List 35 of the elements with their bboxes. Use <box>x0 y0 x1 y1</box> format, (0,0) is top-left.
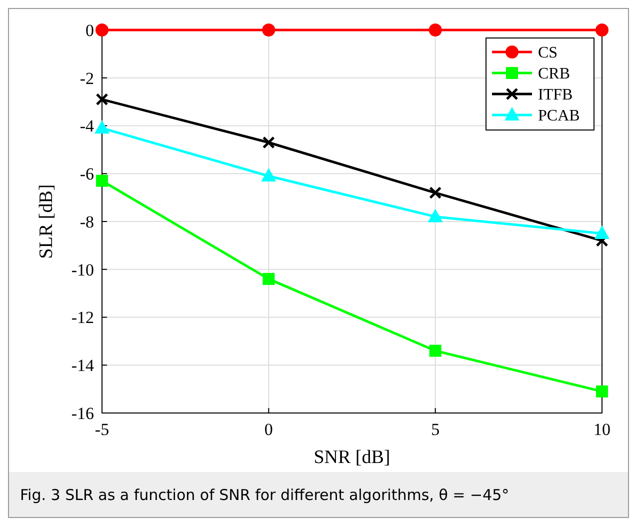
x-tick-label: 0 <box>264 420 273 439</box>
y-tick-label: -6 <box>80 164 94 184</box>
point <box>94 120 110 134</box>
point <box>96 24 108 36</box>
caption: Fig. 3 SLR as a function of SNR for different algorithms, θ = −45° <box>20 486 510 504</box>
point <box>96 93 108 106</box>
legend-label: CS <box>538 44 558 62</box>
x-tick-label: 10 <box>594 420 610 439</box>
x-axis-title: SNR [dB] <box>314 447 390 468</box>
point <box>429 344 442 357</box>
x-tick-label: -5 <box>94 420 110 439</box>
point <box>596 24 608 36</box>
legend-label: ITFB <box>538 86 573 104</box>
y-tick-label: -14 <box>71 356 94 376</box>
legend-label: PCAB <box>538 108 580 125</box>
legend-label: CRB <box>538 66 570 83</box>
point <box>429 186 442 200</box>
point <box>428 24 442 36</box>
point <box>594 225 610 239</box>
point <box>428 208 443 222</box>
point <box>96 174 108 187</box>
point <box>596 385 608 398</box>
point <box>262 136 275 149</box>
y-axis-title: SLR [dB] <box>36 184 57 259</box>
point <box>262 272 275 285</box>
y-tick-label: 0 <box>86 20 94 40</box>
point <box>262 24 276 36</box>
y-tick-label: -10 <box>71 260 94 280</box>
y-tick-label: -2 <box>80 68 94 88</box>
y-tick-label: -4 <box>80 116 94 136</box>
y-tick-label: -8 <box>80 212 94 232</box>
x-tick-label: 5 <box>431 420 440 439</box>
y-tick-label: -16 <box>71 404 94 423</box>
y-tick-label: -12 <box>71 308 94 328</box>
point <box>261 168 276 182</box>
